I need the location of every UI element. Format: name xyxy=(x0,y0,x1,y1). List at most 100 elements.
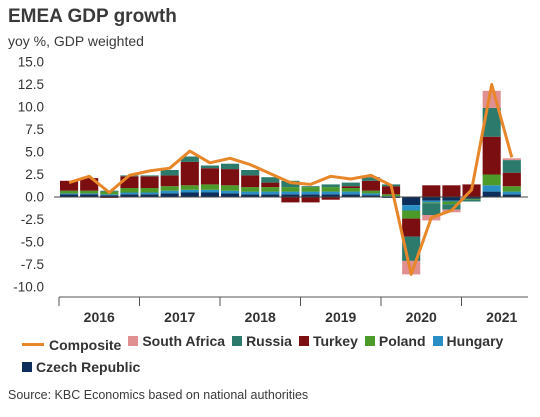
y-tick-label: -10.0 xyxy=(13,280,44,295)
y-tick-label: -2.5 xyxy=(21,212,44,227)
bar-segment-turkey xyxy=(482,136,501,175)
bar-segment-russia xyxy=(442,204,461,210)
bar-segment-russia xyxy=(341,182,360,187)
bar-segment-turkey xyxy=(60,180,79,191)
bar-segment-poland xyxy=(241,187,260,192)
bar-segment-poland xyxy=(80,190,99,194)
bar-segment-hungary xyxy=(200,189,219,193)
composite-line xyxy=(68,83,514,276)
bar-segment-poland xyxy=(261,187,280,192)
bar-segment-czech-republic xyxy=(502,194,521,197)
bar-segment-czech-republic xyxy=(120,194,139,197)
y-tick-label: 15.0 xyxy=(18,55,44,70)
bar-segment-hungary xyxy=(100,194,119,196)
bar-segment-turkey xyxy=(442,185,461,197)
bar-segment-turkey xyxy=(361,180,380,191)
bar-segment-turkey xyxy=(301,197,320,203)
bar-segment-poland xyxy=(382,194,401,197)
source-note: Source: KBC Economics based on national … xyxy=(8,388,309,402)
bar-segment-hungary xyxy=(502,191,521,195)
legend-label: Czech Republic xyxy=(36,358,141,375)
y-tick-label: 12.5 xyxy=(18,77,44,92)
bar-segment-poland xyxy=(60,190,79,194)
bar-segment-poland xyxy=(200,184,219,190)
legend-item: Hungary xyxy=(432,330,503,352)
x-tick-label-year: 2021 xyxy=(486,309,517,325)
bar-segment-poland xyxy=(502,186,521,192)
bar-segment-turkey xyxy=(422,185,441,197)
bar-segment-hungary xyxy=(241,191,260,195)
bar-segment-russia xyxy=(301,186,320,188)
bar-segment-czech-republic xyxy=(80,194,99,197)
bar-segment-czech-republic xyxy=(261,194,280,197)
legend-item: Poland xyxy=(364,330,426,352)
bar-segment-hungary xyxy=(160,190,179,194)
x-tick-label-year: 2019 xyxy=(325,309,356,325)
bar-segment-hungary xyxy=(221,190,240,194)
bar-segment-turkey xyxy=(120,176,139,188)
bar-segment-turkey xyxy=(321,197,340,200)
chart-subtitle: yoy %, GDP weighted xyxy=(8,33,144,49)
bar-segment-russia xyxy=(422,203,441,215)
bar-segment-hungary xyxy=(281,191,300,195)
x-tick-label-year: 2020 xyxy=(406,309,437,325)
bar-segment-hungary xyxy=(321,191,340,195)
bar-segment-czech-republic xyxy=(361,195,380,197)
bar-segment-poland xyxy=(482,174,501,186)
bar-segment-hungary xyxy=(361,193,380,196)
y-tick-label: 5.0 xyxy=(25,145,44,160)
legend-swatch xyxy=(298,336,309,346)
bar-segment-south-africa xyxy=(502,158,521,161)
bar-segment-russia xyxy=(221,163,240,170)
bar-segment-czech-republic xyxy=(160,193,179,197)
bar-segment-czech-republic xyxy=(321,194,340,197)
bar-segment-czech-republic xyxy=(442,197,461,201)
bar-segment-turkey xyxy=(341,186,360,188)
bar-segment-turkey xyxy=(200,168,219,185)
bar-segment-hungary xyxy=(301,191,320,195)
bar-segment-hungary xyxy=(422,200,441,203)
legend-item: South Africa xyxy=(128,330,225,352)
legend-swatch xyxy=(232,336,243,346)
y-tick-label: -5.0 xyxy=(21,235,44,250)
bar-segment-poland xyxy=(462,198,481,200)
bar-segment-turkey xyxy=(241,175,260,188)
legend-label: South Africa xyxy=(142,333,226,349)
bar-segment-czech-republic xyxy=(140,194,159,197)
bar-segment-hungary xyxy=(402,205,421,211)
bar-segment-turkey xyxy=(502,172,521,187)
bar-segment-poland xyxy=(180,185,199,190)
bar-segment-poland xyxy=(321,187,340,192)
bar-segment-poland xyxy=(160,186,179,191)
bar-segment-hungary xyxy=(120,192,139,195)
bar-segment-czech-republic xyxy=(402,197,421,206)
x-tick-label-year: 2017 xyxy=(164,309,195,325)
bar-segment-russia xyxy=(200,165,219,169)
legend-label: Turkey xyxy=(312,333,358,349)
bar-segment-hungary xyxy=(261,191,280,195)
legend-item: Czech Republic xyxy=(22,356,140,378)
legend-swatch xyxy=(22,361,32,372)
legend-label: Composite xyxy=(49,336,122,353)
bar-segment-russia xyxy=(180,156,199,162)
bar-segment-russia xyxy=(160,170,179,176)
legend-item: Turkey xyxy=(298,330,358,352)
y-tick-label: 0.0 xyxy=(25,190,44,205)
legend-swatch xyxy=(432,336,443,346)
bar-segment-czech-republic xyxy=(281,194,300,197)
bar-segment-turkey xyxy=(180,161,199,186)
bar-segment-russia xyxy=(502,160,521,173)
bar-segment-russia xyxy=(140,175,159,177)
bar-segment-czech-republic xyxy=(301,194,320,197)
bar-segment-russia xyxy=(462,199,481,202)
bar-segment-poland xyxy=(361,190,380,194)
bar-segment-turkey xyxy=(140,176,159,188)
bar-segment-czech-republic xyxy=(180,192,199,197)
bar-segment-russia xyxy=(321,184,340,188)
bar-segment-poland xyxy=(341,188,360,192)
x-tick-label-year: 2018 xyxy=(245,309,276,325)
bar-segment-czech-republic xyxy=(60,194,79,197)
bar-segment-poland xyxy=(120,188,139,193)
bar-segment-turkey xyxy=(281,197,300,203)
bar-segment-czech-republic xyxy=(341,194,360,197)
